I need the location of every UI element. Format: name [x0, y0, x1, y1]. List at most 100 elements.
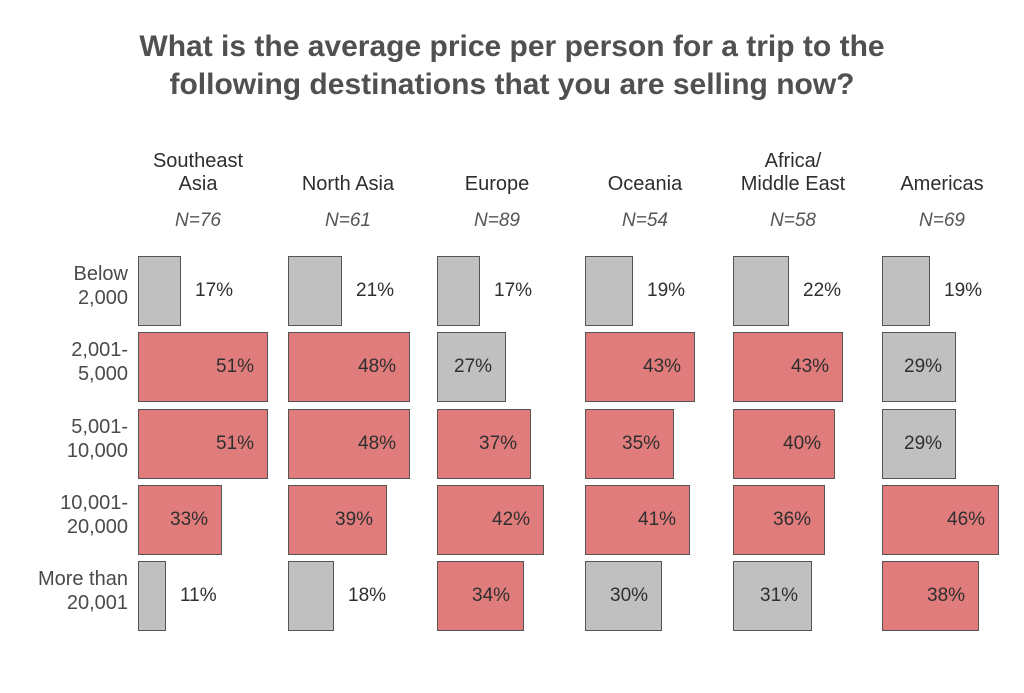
value-box — [437, 409, 531, 479]
column-header-line-2: Europe — [464, 173, 530, 195]
value-box — [733, 561, 812, 631]
row-label: Below 2,000 — [0, 262, 128, 310]
column-header-line-1 — [867, 150, 1017, 173]
value-label: 43% — [791, 356, 830, 377]
column-sample-size: N=69 — [919, 210, 965, 231]
value-label: 48% — [358, 433, 397, 454]
value-label: 29% — [904, 433, 943, 454]
column-header-line-1 — [273, 150, 423, 173]
column-header-line-2: Oceania — [607, 173, 683, 195]
chart-title-line-1: What is the average price per person for… — [139, 30, 885, 63]
value-box — [138, 332, 268, 402]
value-box — [882, 409, 956, 479]
column-header: Southeast Asia — [123, 150, 273, 196]
value-box — [437, 256, 480, 326]
column-header: Oceania — [570, 150, 720, 196]
value-label: 22% — [803, 280, 842, 301]
value-label: 40% — [783, 433, 822, 454]
value-label: 46% — [947, 509, 986, 530]
chart-title: What is the average price per person for… — [0, 28, 1024, 104]
value-box — [138, 409, 268, 479]
row-label: More than 20,001 — [0, 567, 128, 615]
row-label-line-1: Below — [73, 263, 128, 285]
row-label-line-1: 5,001- — [71, 416, 128, 438]
value-box — [733, 409, 835, 479]
column-header-line-2: Americas — [900, 173, 984, 195]
value-label: 42% — [492, 509, 531, 530]
row-label: 2,001- 5,000 — [0, 338, 128, 386]
chart-title-line-2: following destinations that you are sell… — [169, 68, 855, 101]
value-box — [138, 561, 166, 631]
value-label: 19% — [944, 280, 983, 301]
row-label-line-1: More than — [37, 568, 128, 590]
column-header-line-1 — [422, 150, 572, 173]
value-label: 41% — [638, 509, 677, 530]
column-header-line-1: Africa/ — [764, 150, 822, 172]
column-header-line-1: Southeast — [152, 150, 244, 172]
column-header: Americas — [867, 150, 1017, 196]
value-label: 27% — [454, 356, 493, 377]
value-box — [585, 256, 633, 326]
value-box — [437, 561, 524, 631]
column-sample-size: N=58 — [770, 210, 816, 231]
value-label: 17% — [494, 280, 533, 301]
row-label-line-2: 20,001 — [66, 592, 128, 614]
value-label: 34% — [472, 585, 511, 606]
row-label-line-1: 10,001- — [60, 492, 128, 514]
value-box — [585, 409, 674, 479]
value-label: 39% — [335, 509, 374, 530]
value-label: 48% — [358, 356, 397, 377]
value-label: 37% — [479, 433, 518, 454]
row-label-line-2: 20,000 — [66, 516, 128, 538]
value-box — [437, 332, 506, 402]
row-label-line-2: 10,000 — [66, 440, 128, 462]
value-box — [138, 485, 222, 555]
column-sample-size: N=76 — [175, 210, 221, 231]
row-label-line-2: 2,000 — [77, 287, 128, 309]
value-label: 51% — [216, 356, 255, 377]
column-sample-size: N=89 — [474, 210, 520, 231]
column-header-line-2: Middle East — [740, 173, 846, 195]
value-box — [437, 485, 544, 555]
value-label: 38% — [927, 585, 966, 606]
value-box — [288, 561, 334, 631]
row-label: 5,001- 10,000 — [0, 415, 128, 463]
value-box — [138, 256, 181, 326]
value-label: 21% — [356, 280, 395, 301]
value-label: 51% — [216, 433, 255, 454]
value-box — [288, 256, 342, 326]
column-header: Africa/Middle East — [718, 150, 868, 196]
value-box — [733, 256, 789, 326]
value-label: 11% — [180, 585, 217, 606]
value-box — [882, 256, 930, 326]
value-box — [882, 561, 979, 631]
value-box — [288, 485, 387, 555]
value-label: 29% — [904, 356, 943, 377]
row-label-line-2: 5,000 — [77, 363, 128, 385]
value-box — [882, 332, 956, 402]
value-box — [585, 561, 662, 631]
value-box — [288, 332, 410, 402]
value-box — [585, 332, 695, 402]
column-header: Europe — [422, 150, 572, 196]
value-box — [733, 332, 843, 402]
value-box — [882, 485, 999, 555]
column-header-line-1 — [570, 150, 720, 173]
value-label: 43% — [643, 356, 682, 377]
value-box — [585, 485, 690, 555]
column-header: North Asia — [273, 150, 423, 196]
value-label: 35% — [622, 433, 661, 454]
column-sample-size: N=54 — [622, 210, 668, 231]
value-label: 33% — [170, 509, 209, 530]
value-label: 18% — [348, 585, 387, 606]
value-label: 30% — [610, 585, 649, 606]
column-sample-size: N=61 — [325, 210, 371, 231]
value-label: 19% — [647, 280, 686, 301]
value-label: 17% — [195, 280, 234, 301]
value-label: 31% — [760, 585, 799, 606]
column-header-line-2: Asia — [178, 173, 218, 195]
row-label-line-1: 2,001- — [71, 339, 128, 361]
value-box — [733, 485, 825, 555]
row-label: 10,001- 20,000 — [0, 491, 128, 539]
value-box — [288, 409, 410, 479]
